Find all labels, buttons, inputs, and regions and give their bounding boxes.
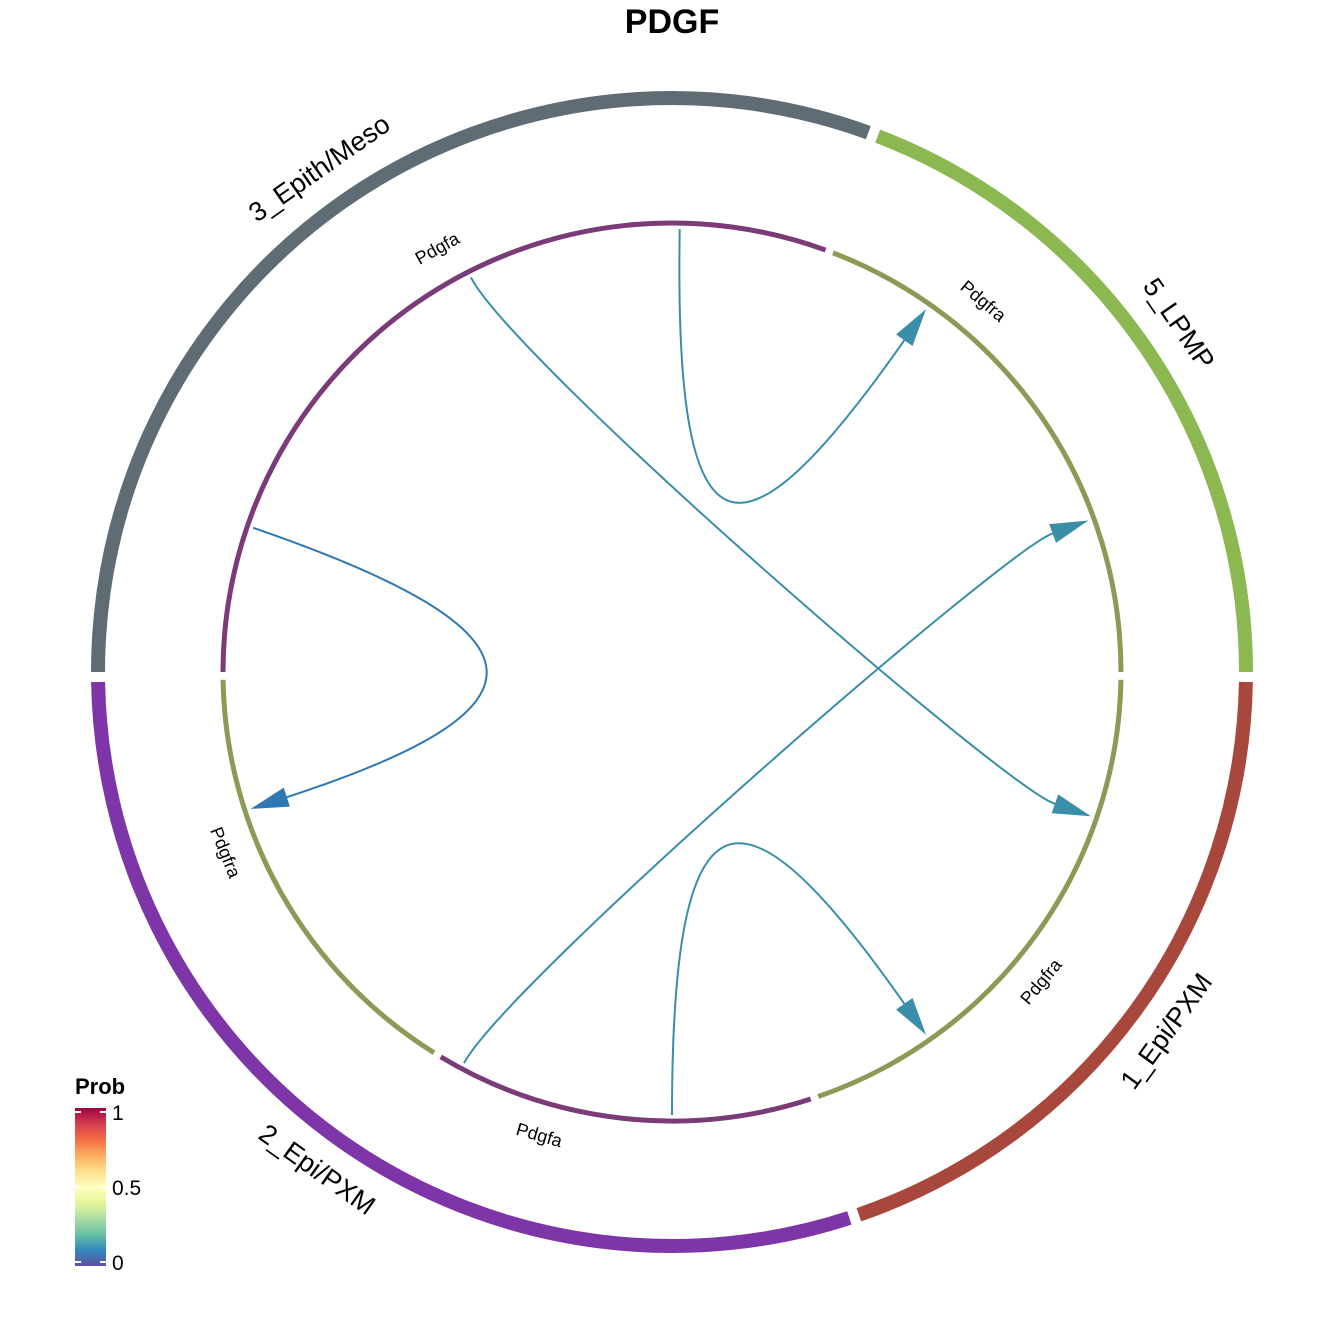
link-2-epi-pxm-to-5-lpmp-arrowhead: [1049, 520, 1089, 543]
gene-track-3-epith-meso-ligand: [220, 220, 827, 673]
gene-label-pdgfra: Pdgfra: [957, 276, 1011, 326]
link-3-epith-meso-to-1-epi-pxm-arrowhead: [1051, 794, 1091, 817]
probability-legend: Prob 10.50: [75, 1074, 141, 1275]
gene-track-1-epi-pxm-receptor: [817, 679, 1124, 1099]
legend-tick-label: 1: [112, 1102, 124, 1125]
legend-ticks: 10.50: [75, 1102, 141, 1275]
sector-arc-5-lpmp: [875, 129, 1253, 673]
sector-arc-1-epi-pxm: [856, 681, 1253, 1222]
sector-arc-2-epi-pxm: [91, 681, 852, 1254]
link-2-epi-pxm-to-1-epi-pxm: [671, 842, 906, 1116]
link-3-epith-meso-to-1-epi-pxm: [469, 276, 1056, 805]
gene-label-pdgfa: Pdgfa: [412, 228, 464, 269]
gene-track-2-epi-pxm-receptor: [220, 679, 436, 1055]
link-3-epith-meso-to-2-epi-pxm-arrowhead: [250, 787, 290, 809]
sector-arc-3-epith-meso: [91, 91, 871, 673]
link-3-epith-meso-to-5-lpmp-arrowhead: [896, 309, 927, 346]
sector-arcs: [91, 91, 1253, 1254]
interaction-links: [250, 229, 1091, 1116]
sector-label-1-epi-pxm: 1_Epi/PXM: [1115, 968, 1219, 1095]
gene-tracks: [220, 220, 1124, 1124]
gene-label-pdgfra: Pdgfra: [206, 824, 245, 882]
chart-title: PDGF: [625, 3, 719, 41]
gene-track-2-epi-pxm-ligand: [439, 1054, 812, 1124]
gene-labels: Pdgfra Pdgfra Pdgfra Pdgfa Pdgfa: [206, 228, 1066, 1152]
link-2-epi-pxm-to-1-epi-pxm-arrowhead: [896, 998, 927, 1035]
link-3-epith-meso-to-5-lpmp: [678, 229, 906, 504]
sector-label-2-epi-pxm: 2_Epi/PXM: [253, 1118, 380, 1221]
legend-title: Prob: [75, 1074, 125, 1099]
sector-label-3-epith-meso: 3_Epith/Meso: [243, 109, 395, 228]
gene-label-pdgfa: Pdgfa: [514, 1119, 566, 1151]
link-3-epith-meso-to-2-epi-pxm: [252, 526, 488, 799]
legend-tick-label: 0.5: [112, 1177, 141, 1200]
gene-label-pdgfra: Pdgfra: [1016, 954, 1066, 1008]
gene-track-5-lpmp-receptor: [832, 250, 1124, 673]
link-2-epi-pxm-to-5-lpmp: [463, 532, 1053, 1064]
legend-tick-label: 0: [112, 1252, 124, 1275]
